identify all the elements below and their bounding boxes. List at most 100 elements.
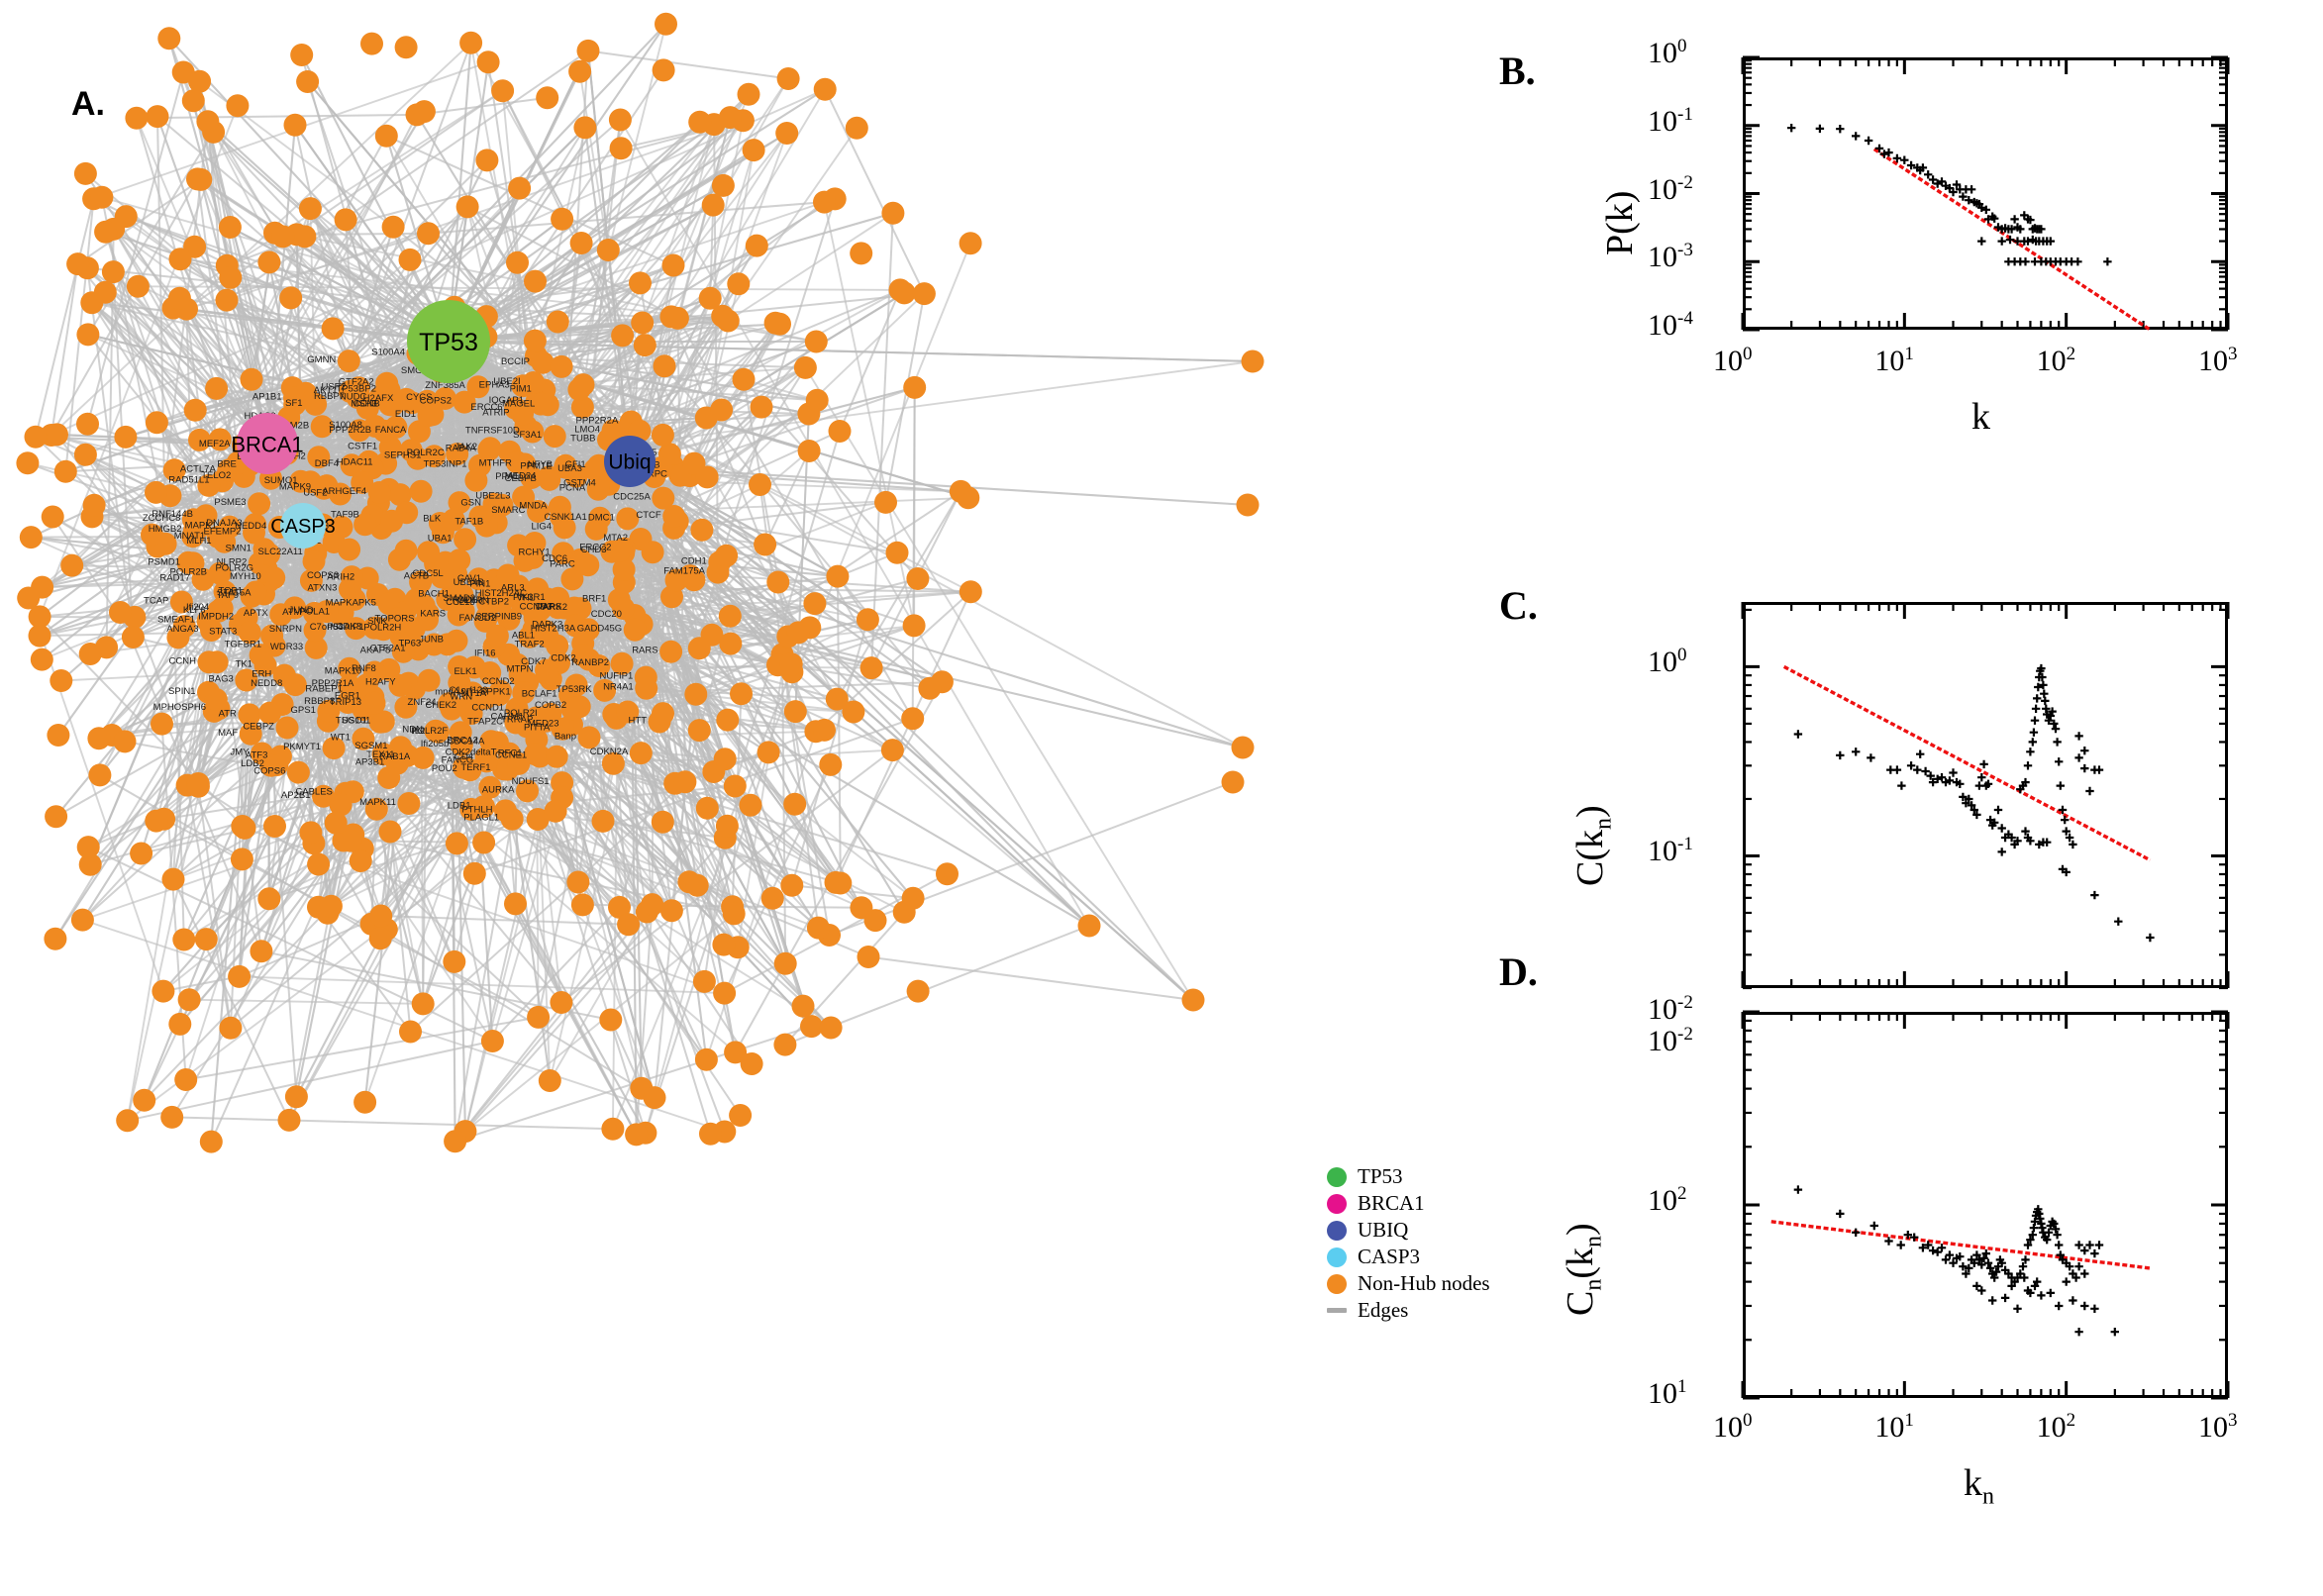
network-node[interactable] xyxy=(692,969,716,993)
network-node[interactable] xyxy=(257,543,281,566)
network-node[interactable] xyxy=(570,395,594,419)
network-node[interactable] xyxy=(310,415,334,439)
network-node[interactable] xyxy=(825,687,849,711)
network-node[interactable] xyxy=(377,766,401,789)
network-node[interactable] xyxy=(60,553,84,577)
network-node[interactable] xyxy=(388,673,412,697)
network-node[interactable] xyxy=(857,946,880,968)
network-node[interactable] xyxy=(28,605,51,629)
network-node[interactable] xyxy=(487,683,511,707)
network-node[interactable] xyxy=(73,443,97,466)
network-node[interactable] xyxy=(711,173,735,197)
network-node[interactable] xyxy=(538,1069,561,1092)
network-node[interactable] xyxy=(283,113,307,137)
network-node[interactable] xyxy=(421,403,445,427)
network-node[interactable] xyxy=(608,895,631,919)
network-node[interactable] xyxy=(387,548,411,571)
network-node[interactable] xyxy=(263,815,286,838)
network-node[interactable] xyxy=(695,465,719,489)
network-node[interactable] xyxy=(257,887,281,911)
network-node[interactable] xyxy=(504,711,528,735)
network-node[interactable] xyxy=(523,329,547,352)
network-node[interactable] xyxy=(448,655,471,678)
network-node[interactable] xyxy=(283,386,306,410)
network-node[interactable] xyxy=(690,518,714,542)
network-node[interactable] xyxy=(716,309,740,333)
network-node[interactable] xyxy=(240,367,263,391)
network-node[interactable] xyxy=(631,311,655,335)
network-node[interactable] xyxy=(348,419,371,443)
network-node[interactable] xyxy=(44,927,67,950)
network-node[interactable] xyxy=(78,643,102,665)
network-node[interactable] xyxy=(570,644,594,667)
network-node[interactable] xyxy=(160,1105,184,1129)
network-node[interactable] xyxy=(448,491,471,515)
network-node[interactable] xyxy=(377,378,401,402)
network-node[interactable] xyxy=(233,816,256,840)
network-node[interactable] xyxy=(66,252,90,276)
network-node[interactable] xyxy=(434,387,456,410)
network-node[interactable] xyxy=(417,668,441,692)
network-node[interactable] xyxy=(527,1005,551,1029)
network-node[interactable] xyxy=(885,541,909,564)
network-node[interactable] xyxy=(687,637,711,660)
network-node[interactable] xyxy=(374,124,398,148)
network-node[interactable] xyxy=(121,626,145,648)
network-node[interactable] xyxy=(466,375,490,399)
network-node[interactable] xyxy=(694,1047,718,1071)
network-node[interactable] xyxy=(307,446,331,469)
network-node[interactable] xyxy=(338,656,361,680)
network-node[interactable] xyxy=(290,44,314,66)
network-node[interactable] xyxy=(652,58,675,82)
network-node[interactable] xyxy=(73,161,97,185)
network-node[interactable] xyxy=(450,734,473,756)
network-node[interactable] xyxy=(177,988,201,1012)
network-node[interactable] xyxy=(445,629,468,652)
network-node[interactable] xyxy=(299,568,323,592)
network-node[interactable] xyxy=(610,651,634,675)
network-node[interactable] xyxy=(196,110,220,134)
network-node[interactable] xyxy=(550,991,573,1014)
network-node[interactable] xyxy=(901,886,925,910)
network-node[interactable] xyxy=(109,601,132,624)
network-node[interactable] xyxy=(239,722,262,746)
network-node[interactable] xyxy=(507,751,531,775)
network-node[interactable] xyxy=(783,792,807,816)
network-node[interactable] xyxy=(550,505,573,529)
network-node[interactable] xyxy=(125,106,149,130)
network-node[interactable] xyxy=(786,621,810,645)
network-node[interactable] xyxy=(845,116,868,140)
network-node[interactable] xyxy=(959,232,982,255)
network-node[interactable] xyxy=(141,523,163,547)
network-node[interactable] xyxy=(194,928,218,951)
network-node[interactable] xyxy=(750,395,773,419)
network-node[interactable] xyxy=(563,614,587,638)
network-node[interactable] xyxy=(30,648,53,671)
network-node[interactable] xyxy=(330,515,354,539)
network-node[interactable] xyxy=(702,760,726,783)
network-node[interactable] xyxy=(172,928,196,951)
network-node[interactable] xyxy=(511,402,534,426)
network-node[interactable] xyxy=(475,149,499,172)
network-node[interactable] xyxy=(554,455,577,479)
network-node[interactable] xyxy=(431,521,454,545)
network-node[interactable] xyxy=(805,388,829,412)
network-node[interactable] xyxy=(161,867,185,891)
network-node[interactable] xyxy=(250,940,273,963)
network-node[interactable] xyxy=(283,673,307,697)
network-node[interactable] xyxy=(719,632,743,655)
network-node[interactable] xyxy=(113,730,137,753)
network-node[interactable] xyxy=(260,624,284,648)
network-node[interactable] xyxy=(526,808,550,831)
network-node[interactable] xyxy=(459,797,483,821)
network-node[interactable] xyxy=(766,570,790,594)
network-node[interactable] xyxy=(478,437,502,460)
network-node[interactable] xyxy=(616,507,640,531)
network-node[interactable] xyxy=(513,549,537,572)
network-node[interactable] xyxy=(82,493,106,517)
network-node[interactable] xyxy=(462,861,486,885)
network-node[interactable] xyxy=(757,741,780,764)
network-node[interactable] xyxy=(813,77,837,101)
network-node[interactable] xyxy=(230,848,253,871)
network-node[interactable] xyxy=(819,1016,843,1040)
